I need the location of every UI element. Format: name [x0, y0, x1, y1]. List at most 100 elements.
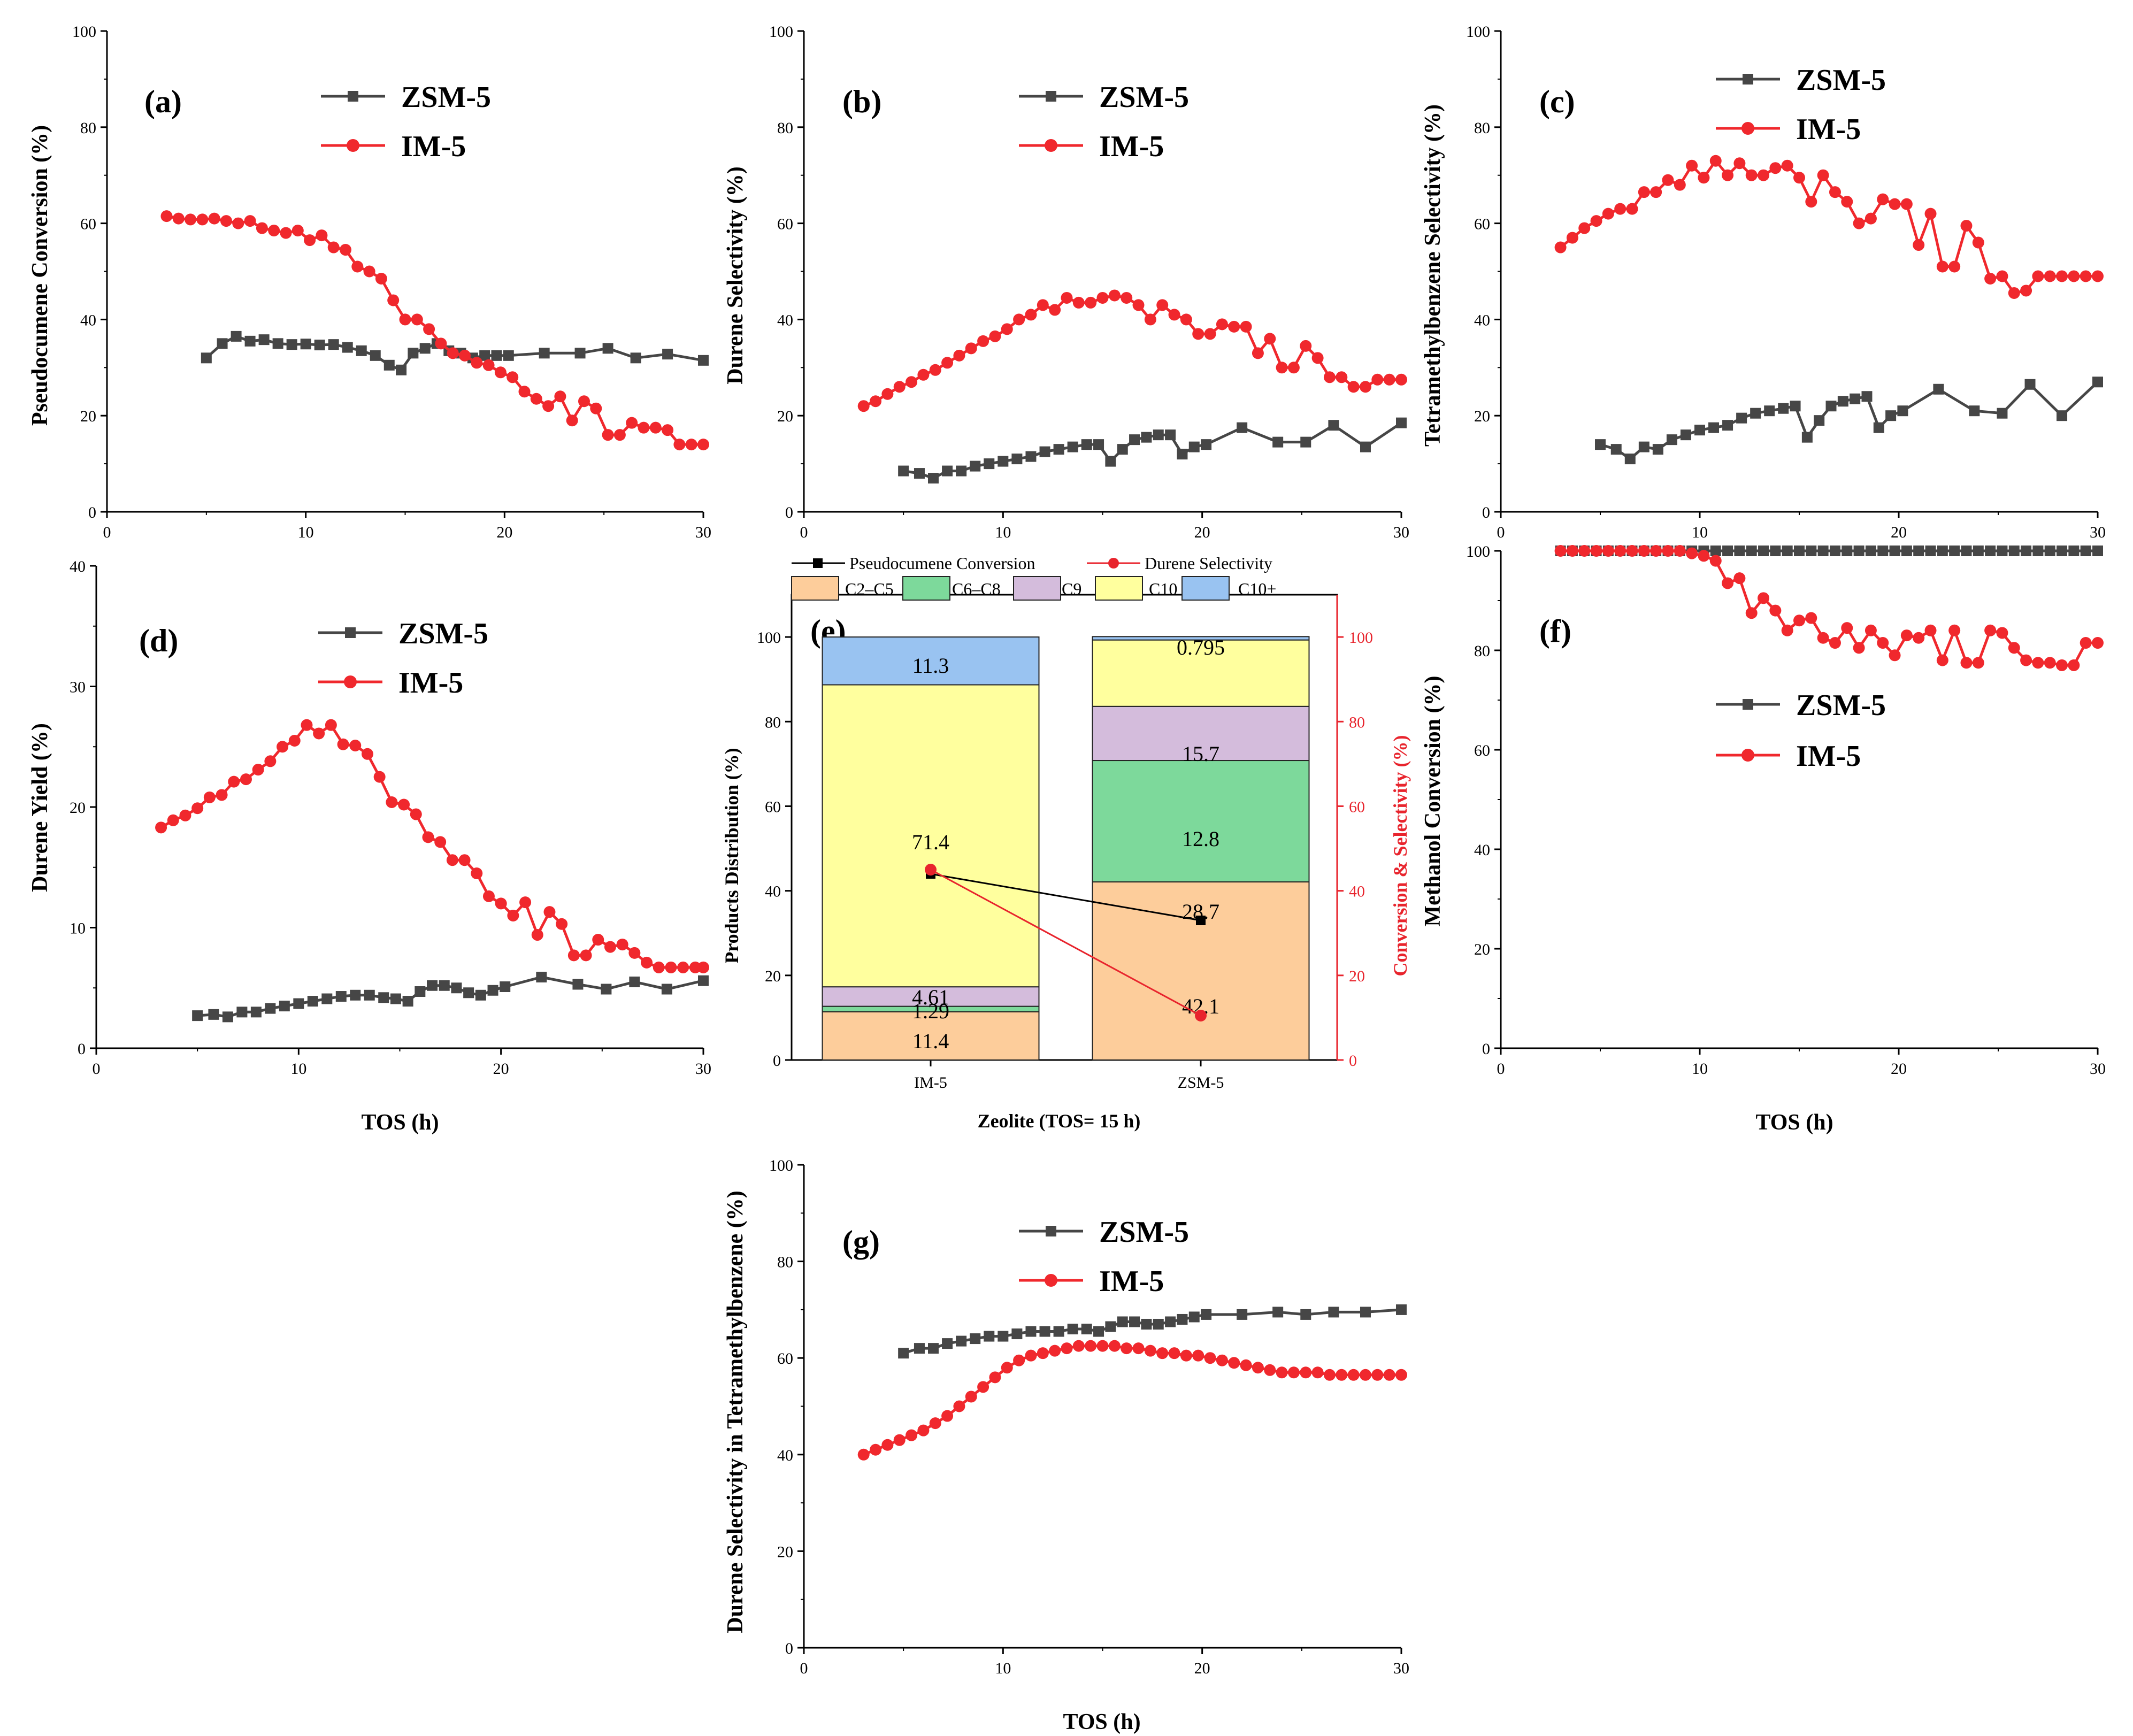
data-point-zsm5 — [1897, 405, 1908, 417]
panel-a-legend-im5: IM-5 — [401, 130, 466, 163]
data-point-im5 — [1745, 169, 1758, 181]
panel-f: (f) ZSM-5 IM-5 Methanol Conversion (%) T… — [1421, 543, 2106, 1135]
data-point-zsm5 — [1610, 444, 1622, 455]
data-point-im5 — [1865, 624, 1877, 636]
panel-e-legend-line-sel: Durene Selectivity — [1145, 554, 1272, 573]
bar-segment-C9 — [1092, 705, 1310, 762]
panel-e-ylabel-right: Conversion & Selectivity (%) — [1390, 735, 1411, 977]
data-point-im5 — [1817, 169, 1829, 181]
series-line-im5 — [160, 723, 703, 969]
data-point-zsm5 — [487, 985, 498, 996]
data-point-im5 — [2032, 270, 2044, 282]
data-point-zsm5 — [231, 331, 242, 342]
data-point-zsm5 — [378, 992, 389, 1003]
data-point-zsm5 — [630, 352, 641, 364]
panel-f-ylabel: Methanol Conversion (%) — [1421, 676, 1445, 927]
data-point-im5 — [1264, 333, 1276, 345]
data-point-im5 — [399, 313, 411, 326]
x-tick-label: 10 — [995, 524, 1011, 541]
data-point-zsm5 — [662, 349, 673, 360]
data-point-zsm5 — [1853, 546, 1865, 556]
data-point-im5 — [1204, 1352, 1216, 1364]
data-point-im5 — [1972, 236, 1984, 249]
panel-f-legend-zsm5: ZSM-5 — [1796, 689, 1886, 722]
data-point-zsm5 — [1396, 417, 1407, 428]
data-point-im5 — [1662, 545, 1674, 557]
data-point-im5 — [1276, 362, 1288, 374]
data-point-im5 — [1371, 373, 1384, 386]
y-tick-label: 80 — [765, 713, 781, 731]
data-point-im5 — [1096, 1340, 1109, 1352]
data-point-im5 — [628, 947, 641, 959]
data-point-im5 — [689, 961, 701, 973]
legend-marker-zsm5 — [1743, 699, 1753, 710]
data-point-im5 — [2044, 270, 2056, 282]
data-point-im5 — [1960, 657, 1973, 669]
data-point-zsm5 — [1829, 546, 1840, 556]
bar-segment-C2–C5 — [1092, 881, 1310, 1061]
data-point-zsm5 — [2057, 546, 2068, 556]
data-point-zsm5 — [1141, 1318, 1152, 1330]
x-tick-label: 20 — [493, 1060, 509, 1078]
bar-segment-C10 — [1092, 639, 1310, 707]
data-point-im5 — [965, 342, 977, 355]
y-tick-label: 60 — [765, 798, 781, 816]
data-point-im5 — [906, 376, 918, 388]
y-tick-label: 20 — [777, 1543, 793, 1561]
data-point-im5 — [1216, 318, 1228, 331]
data-point-im5 — [1085, 1340, 1097, 1352]
data-point-im5 — [1192, 328, 1204, 340]
y-tick-label: 0 — [785, 504, 793, 521]
data-point-im5 — [387, 294, 400, 306]
panel-e: (e) Products Distribution (%) Conversion… — [721, 554, 1411, 1132]
data-point-im5 — [673, 439, 686, 451]
data-point-im5 — [1072, 296, 1085, 309]
data-point-im5 — [1311, 352, 1324, 364]
data-point-zsm5 — [1105, 1321, 1116, 1332]
data-point-im5 — [2056, 659, 2068, 671]
panel-a-legend-zsm5: ZSM-5 — [401, 81, 491, 114]
data-point-im5 — [240, 773, 252, 786]
data-point-im5 — [1686, 547, 1698, 559]
data-point-im5 — [1228, 320, 1240, 333]
y-tick-label: 40 — [765, 883, 781, 901]
y-tick-label: 20 — [80, 408, 96, 425]
panel-f-label: (f) — [1539, 613, 1571, 649]
data-point-im5 — [604, 941, 616, 953]
data-point-im5 — [929, 364, 941, 376]
legend-marker-zsm5 — [1046, 91, 1056, 102]
legend-marker-selectivity — [1108, 558, 1119, 569]
data-point-im5 — [325, 719, 337, 731]
data-point-im5 — [1108, 1340, 1121, 1352]
legend-marker-zsm5 — [1046, 1226, 1056, 1236]
data-point-im5 — [172, 212, 185, 225]
data-point-im5 — [1240, 1359, 1252, 1371]
right-y-tick-label: 60 — [1349, 798, 1365, 816]
panel-a: (a) ZSM-5 IM-5 Pseudocumene Conversion (… — [28, 23, 711, 541]
data-point-im5 — [1805, 612, 1817, 624]
data-point-zsm5 — [350, 989, 361, 1001]
data-point-im5 — [965, 1391, 977, 1403]
data-point-im5 — [1252, 1362, 1264, 1374]
data-point-im5 — [244, 215, 256, 227]
data-point-zsm5 — [402, 996, 413, 1007]
data-point-im5 — [228, 775, 240, 788]
y-tick-label: 80 — [80, 119, 96, 137]
data-point-im5 — [1948, 260, 1961, 273]
bar-value-label: 0.795 — [1177, 635, 1225, 659]
data-point-zsm5 — [898, 1348, 909, 1359]
data-point-im5 — [167, 814, 179, 826]
data-point-zsm5 — [265, 1003, 276, 1014]
data-point-im5 — [1096, 291, 1109, 304]
right-y-tick-label: 40 — [1349, 883, 1365, 901]
data-point-zsm5 — [503, 350, 514, 361]
data-point-im5 — [495, 897, 507, 910]
y-tick-label: 60 — [777, 1350, 793, 1368]
data-point-zsm5 — [439, 980, 450, 991]
data-point-im5 — [1132, 1342, 1145, 1355]
data-point-zsm5 — [1997, 546, 2008, 556]
data-point-im5 — [697, 439, 709, 451]
data-point-zsm5 — [1188, 441, 1200, 452]
data-point-im5 — [857, 1448, 870, 1461]
data-point-im5 — [1758, 592, 1770, 604]
